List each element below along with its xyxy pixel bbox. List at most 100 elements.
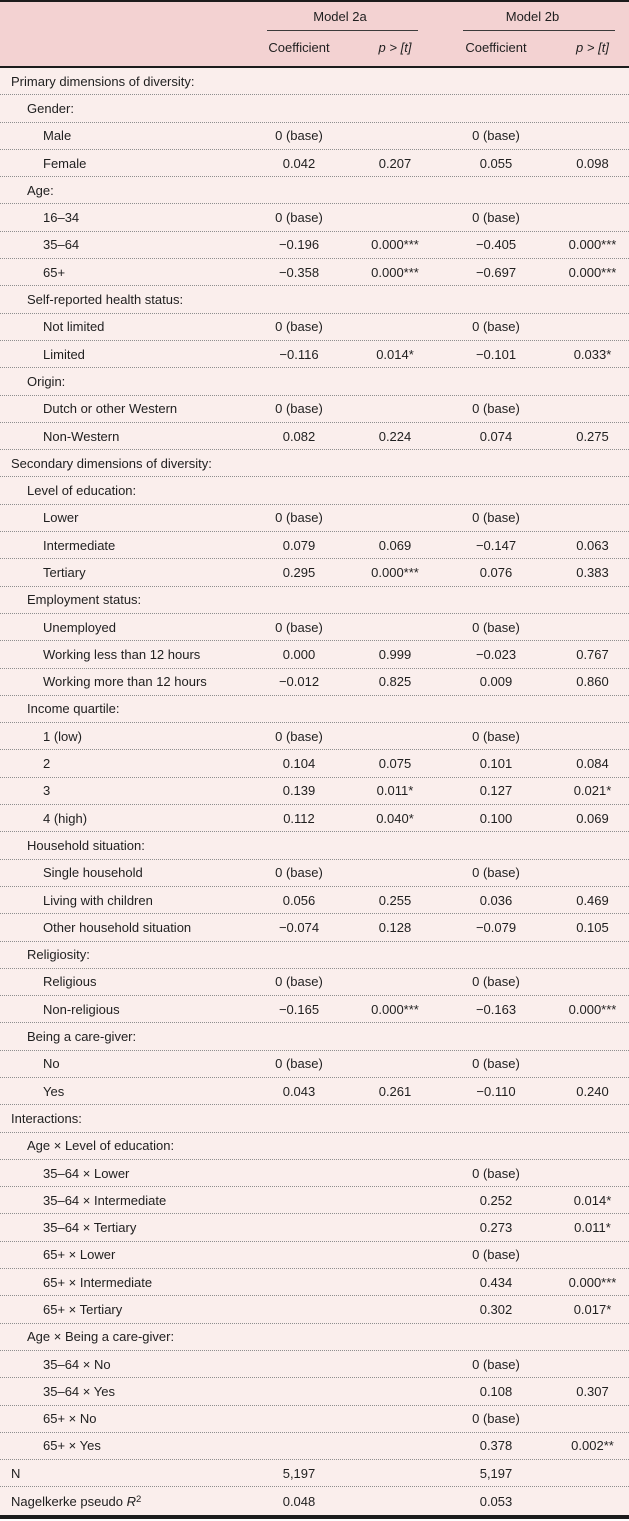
table-row: Lower 0 (base) 0 (base) bbox=[0, 505, 629, 533]
row-label: Gender: bbox=[27, 100, 74, 116]
cell-model2b-coefficient: 0 (base) bbox=[472, 319, 520, 335]
table-row: Working more than 12 hours −0.012 0.825 0.0… bbox=[0, 669, 629, 696]
row-label: Primary dimensions of diversity: bbox=[11, 73, 195, 89]
table-row: Limited −0.116 0.014* −0.101 0.033* bbox=[0, 341, 629, 369]
table-row: Yes 0.043 0.261 −0.110 0.240 bbox=[0, 1078, 629, 1106]
model-2b-group-header: Model 2b bbox=[436, 9, 629, 31]
cell-model2b-coefficient: 0.076 bbox=[479, 564, 513, 580]
cell-model2b-coefficient: 0 (base) bbox=[472, 210, 520, 226]
cell-model2b-pvalue: 0.000*** bbox=[568, 1001, 617, 1017]
row-label: Lower bbox=[43, 510, 79, 526]
model-2a-pvalue-header: p > [t] bbox=[378, 40, 412, 55]
cell-model2a-coefficient: 0 (base) bbox=[275, 319, 323, 335]
row-label: 65+ × No bbox=[43, 1411, 97, 1427]
row-label: Living with children bbox=[43, 892, 153, 908]
row-label: Interactions: bbox=[11, 1110, 82, 1126]
cell-model2b-coefficient: 0.252 bbox=[479, 1192, 513, 1208]
row-label: Not limited bbox=[43, 319, 105, 335]
cell-model2b-coefficient: −0.110 bbox=[476, 1083, 516, 1099]
row-label: Single household bbox=[43, 865, 143, 881]
row-label: Nagelkerke pseudo R2 bbox=[11, 1493, 142, 1509]
row-label: Origin: bbox=[27, 373, 66, 389]
row-label: 35–64 bbox=[43, 237, 80, 253]
table-row: Employment status: bbox=[0, 587, 629, 614]
model-2b-pvalue-header: p > [t] bbox=[576, 40, 609, 55]
cell-model2a-pvalue: 0.011* bbox=[376, 783, 414, 799]
row-label: 35–64 × Intermediate bbox=[43, 1192, 167, 1208]
cell-model2b-pvalue: 0.033* bbox=[573, 346, 612, 362]
table-row: Female 0.042 0.207 0.055 0.098 bbox=[0, 150, 629, 178]
table-row: Income quartile: bbox=[0, 696, 629, 724]
table-row: Religious 0 (base) 0 (base) bbox=[0, 969, 629, 997]
table-row: Level of education: bbox=[0, 477, 629, 505]
table-row: 4 (high) 0.112 0.040* 0.100 0.069 bbox=[0, 805, 629, 833]
cell-model2a-pvalue: 0.128 bbox=[378, 919, 412, 935]
cell-model2a-coefficient: 5,197 bbox=[282, 1465, 316, 1481]
table-row: 65+ × Intermediate 0.434 0.000*** bbox=[0, 1269, 629, 1297]
row-label: Being a care-giver: bbox=[27, 1029, 137, 1045]
cell-model2b-pvalue: 0.069 bbox=[576, 810, 609, 826]
table-row: Primary dimensions of diversity: bbox=[0, 68, 629, 96]
row-label: Income quartile: bbox=[27, 701, 120, 717]
table-row: Age × Being a care-giver: bbox=[0, 1324, 629, 1351]
row-label: 65+ × Yes bbox=[43, 1438, 101, 1454]
cell-model2a-coefficient: 0.048 bbox=[282, 1493, 316, 1509]
table-row: 65+ −0.358 0.000*** −0.697 0.000*** bbox=[0, 259, 629, 287]
model-2b-coefficient-header: Coefficient bbox=[465, 40, 527, 55]
cell-model2b-coefficient: 0 (base) bbox=[472, 865, 520, 881]
cell-model2b-coefficient: −0.101 bbox=[475, 346, 517, 362]
model-2a-label: Model 2a bbox=[313, 9, 367, 24]
cell-model2a-coefficient: −0.012 bbox=[278, 674, 320, 690]
cell-model2b-coefficient: 0.009 bbox=[479, 674, 513, 690]
row-label: Religious bbox=[43, 974, 97, 990]
model-2a-group-header: Model 2a bbox=[244, 9, 436, 31]
cell-model2a-coefficient: 0.295 bbox=[282, 564, 316, 580]
row-label: 65+ × Lower bbox=[43, 1247, 116, 1263]
cell-model2a-pvalue: 0.069 bbox=[378, 537, 412, 553]
cell-model2a-coefficient: 0.056 bbox=[282, 892, 316, 908]
row-label: Working more than 12 hours bbox=[43, 674, 207, 690]
table-row: Other household situation −0.074 0.128 −0.0… bbox=[0, 914, 629, 942]
column-header-row: Coefficient p > [t] Coefficient p > [t] bbox=[0, 31, 629, 66]
row-label: 16–34 bbox=[43, 210, 80, 226]
cell-model2b-coefficient: −0.697 bbox=[475, 264, 517, 280]
table-row: 35–64 × Tertiary 0.273 0.011* bbox=[0, 1214, 629, 1242]
cell-model2a-pvalue: 0.014* bbox=[376, 346, 414, 362]
row-label: Self-reported health status: bbox=[27, 292, 184, 308]
cell-model2b-pvalue: 0.240 bbox=[576, 1083, 609, 1099]
cell-model2b-pvalue: 0.860 bbox=[576, 674, 609, 690]
table-row: Being a care-giver: bbox=[0, 1023, 629, 1051]
table-row: 65+ × Lower 0 (base) bbox=[0, 1242, 629, 1270]
cell-model2a-coefficient: −0.116 bbox=[279, 346, 319, 362]
cell-model2b-pvalue: 0.002** bbox=[571, 1438, 614, 1454]
cell-model2a-pvalue: 0.224 bbox=[378, 428, 412, 444]
cell-model2b-pvalue: 0.469 bbox=[576, 892, 609, 908]
row-label: N bbox=[11, 1465, 21, 1481]
row-label: Male bbox=[43, 128, 72, 144]
row-label: Limited bbox=[43, 346, 85, 362]
table-row: Religiosity: bbox=[0, 942, 629, 969]
cell-model2a-coefficient: 0 (base) bbox=[275, 1056, 323, 1072]
cell-model2a-coefficient: 0.042 bbox=[282, 155, 316, 171]
cell-model2a-pvalue: 0.999 bbox=[378, 646, 412, 662]
cell-model2b-coefficient: −0.079 bbox=[475, 919, 517, 935]
cell-model2b-pvalue: 0.383 bbox=[576, 564, 609, 580]
cell-model2b-coefficient: 0 (base) bbox=[472, 1247, 520, 1263]
cell-model2a-coefficient: −0.074 bbox=[278, 919, 320, 935]
table-row: Age × Level of education: bbox=[0, 1133, 629, 1160]
table-row: 2 0.104 0.075 0.101 0.084 bbox=[0, 750, 629, 778]
row-label: Household situation: bbox=[27, 837, 145, 853]
table-row: 65+ × Tertiary 0.302 0.017* bbox=[0, 1296, 629, 1324]
cell-model2a-coefficient: 0.104 bbox=[282, 756, 316, 772]
table-row: 35–64 −0.196 0.000*** −0.405 0.000*** bbox=[0, 232, 629, 260]
row-label: Other household situation bbox=[43, 919, 192, 935]
row-label: Dutch or other Western bbox=[43, 401, 178, 417]
cell-model2b-pvalue: 0.017* bbox=[573, 1302, 612, 1317]
row-label: Secondary dimensions of diversity: bbox=[11, 455, 212, 471]
row-label: 65+ × Tertiary bbox=[43, 1302, 123, 1317]
row-label: Religiosity: bbox=[27, 947, 90, 963]
table-row: Gender: bbox=[0, 95, 629, 123]
row-label: 2 bbox=[43, 756, 51, 772]
row-label: Employment status: bbox=[27, 592, 142, 608]
row-label: 35–64 × Yes bbox=[43, 1383, 115, 1399]
